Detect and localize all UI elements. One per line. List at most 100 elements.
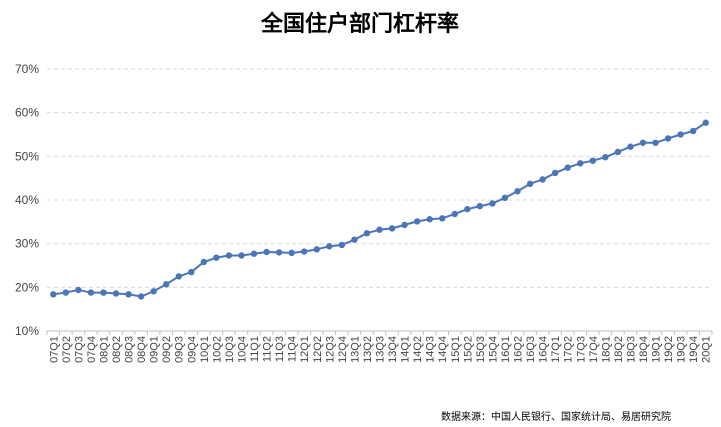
x-tick-label: 10Q1 bbox=[199, 336, 211, 363]
x-tick-label: 07Q4 bbox=[86, 336, 98, 363]
x-tick-label: 08Q3 bbox=[124, 336, 136, 363]
data-point bbox=[162, 281, 170, 288]
data-point bbox=[137, 293, 145, 300]
data-point bbox=[589, 157, 597, 164]
x-tick-label: 13Q2 bbox=[362, 336, 374, 363]
x-tick-label: 15Q1 bbox=[450, 336, 462, 363]
y-tick-label: 10% bbox=[15, 324, 39, 338]
data-point bbox=[501, 194, 509, 202]
y-tick-label: 60% bbox=[15, 106, 39, 120]
x-tick-label: 08Q4 bbox=[136, 336, 148, 363]
data-point bbox=[652, 139, 659, 146]
y-tick-label: 50% bbox=[15, 149, 39, 163]
data-point bbox=[451, 210, 458, 218]
series-sh bbox=[50, 119, 709, 300]
data-point bbox=[363, 229, 371, 237]
x-tick-label: 13Q4 bbox=[387, 336, 399, 363]
x-tick-label: 07Q1 bbox=[48, 336, 60, 363]
data-point bbox=[526, 180, 534, 188]
data-point bbox=[388, 225, 396, 232]
data-point bbox=[539, 176, 546, 183]
data-point bbox=[376, 226, 383, 233]
data-point bbox=[263, 248, 270, 256]
x-tick-label: 14Q2 bbox=[412, 336, 424, 363]
x-tick-label: 08Q2 bbox=[111, 336, 123, 363]
data-point bbox=[464, 205, 471, 213]
x-tick-label: 11Q2 bbox=[262, 336, 274, 362]
data-point bbox=[125, 291, 132, 298]
y-tick-label: 30% bbox=[15, 237, 39, 251]
data-point bbox=[614, 148, 622, 156]
data-point bbox=[75, 286, 82, 294]
x-tick-label: 17Q3 bbox=[575, 336, 587, 363]
data-point bbox=[351, 236, 358, 243]
data-point bbox=[664, 135, 672, 142]
x-tick-label: 15Q4 bbox=[487, 336, 499, 363]
data-point bbox=[401, 221, 408, 229]
data-point bbox=[413, 218, 421, 225]
x-tick-label: 10Q3 bbox=[224, 336, 236, 363]
x-tick-label: 10Q4 bbox=[236, 336, 248, 363]
data-point bbox=[238, 252, 245, 259]
x-tick-label: 18Q3 bbox=[625, 336, 637, 363]
data-point bbox=[677, 131, 684, 138]
data-point bbox=[100, 289, 107, 296]
data-point bbox=[564, 164, 571, 171]
x-tick-label: 16Q4 bbox=[538, 336, 550, 363]
data-point bbox=[338, 241, 346, 249]
y-tick-label: 70% bbox=[15, 62, 39, 76]
x-tick-label: 12Q3 bbox=[324, 336, 336, 363]
data-point bbox=[87, 289, 95, 296]
gridlines bbox=[47, 68, 712, 288]
x-tick-label: 17Q1 bbox=[550, 336, 562, 363]
x-tick-label: 14Q3 bbox=[425, 336, 437, 363]
x-tick-label: 11Q3 bbox=[274, 336, 286, 362]
x-tick-label: 11Q1 bbox=[249, 336, 261, 362]
data-point bbox=[301, 248, 308, 255]
x-tick-label: 11Q4 bbox=[287, 336, 299, 362]
x-tick-label: 13Q3 bbox=[375, 336, 387, 363]
data-point bbox=[489, 200, 496, 207]
x-tick-label: 18Q2 bbox=[613, 336, 625, 363]
x-tick-label: 16Q2 bbox=[513, 336, 525, 363]
data-point bbox=[702, 119, 709, 126]
x-tick-label: 10Q2 bbox=[211, 336, 223, 363]
data-point bbox=[250, 250, 258, 257]
x-tick-label: 15Q2 bbox=[462, 336, 474, 363]
y-tick-label: 20% bbox=[15, 280, 39, 294]
data-point bbox=[439, 215, 446, 222]
data-point bbox=[426, 216, 433, 223]
x-tick-label: 12Q2 bbox=[312, 336, 324, 363]
data-point bbox=[112, 290, 120, 297]
y-axis: 10% 20% 30% 40% 50% 60% 70% bbox=[15, 62, 39, 338]
x-tick-label: 08Q1 bbox=[98, 336, 110, 363]
x-tick-label: 07Q3 bbox=[73, 336, 85, 363]
data-point bbox=[476, 202, 484, 210]
data-point bbox=[514, 188, 521, 195]
x-tick-label: 16Q3 bbox=[525, 336, 537, 363]
x-tick-label: 16Q1 bbox=[500, 336, 512, 363]
y-tick-label: 40% bbox=[15, 193, 39, 207]
x-tick-label: 19Q1 bbox=[651, 336, 663, 363]
data-point bbox=[313, 246, 320, 253]
x-tick-label: 17Q2 bbox=[563, 336, 575, 363]
x-tick-label: 19Q4 bbox=[688, 336, 700, 363]
series-line bbox=[53, 121, 707, 298]
data-point bbox=[551, 169, 559, 177]
x-tick-label: 12Q1 bbox=[299, 336, 311, 363]
data-point bbox=[602, 154, 609, 161]
data-point bbox=[689, 127, 697, 135]
x-tick-label: 09Q1 bbox=[149, 336, 161, 363]
x-tick-label: 13Q1 bbox=[349, 336, 361, 363]
data-point bbox=[225, 252, 233, 259]
x-tick-label: 12Q4 bbox=[337, 336, 349, 363]
data-point bbox=[326, 243, 333, 250]
x-tick-label: 09Q2 bbox=[161, 336, 173, 363]
data-point bbox=[50, 291, 57, 298]
x-tick-label: 18Q4 bbox=[638, 336, 650, 363]
data-point bbox=[175, 273, 182, 280]
x-tick-label: 14Q1 bbox=[400, 336, 412, 363]
data-point bbox=[577, 160, 584, 167]
data-point bbox=[150, 288, 157, 295]
x-tick-label: 19Q3 bbox=[676, 336, 688, 363]
